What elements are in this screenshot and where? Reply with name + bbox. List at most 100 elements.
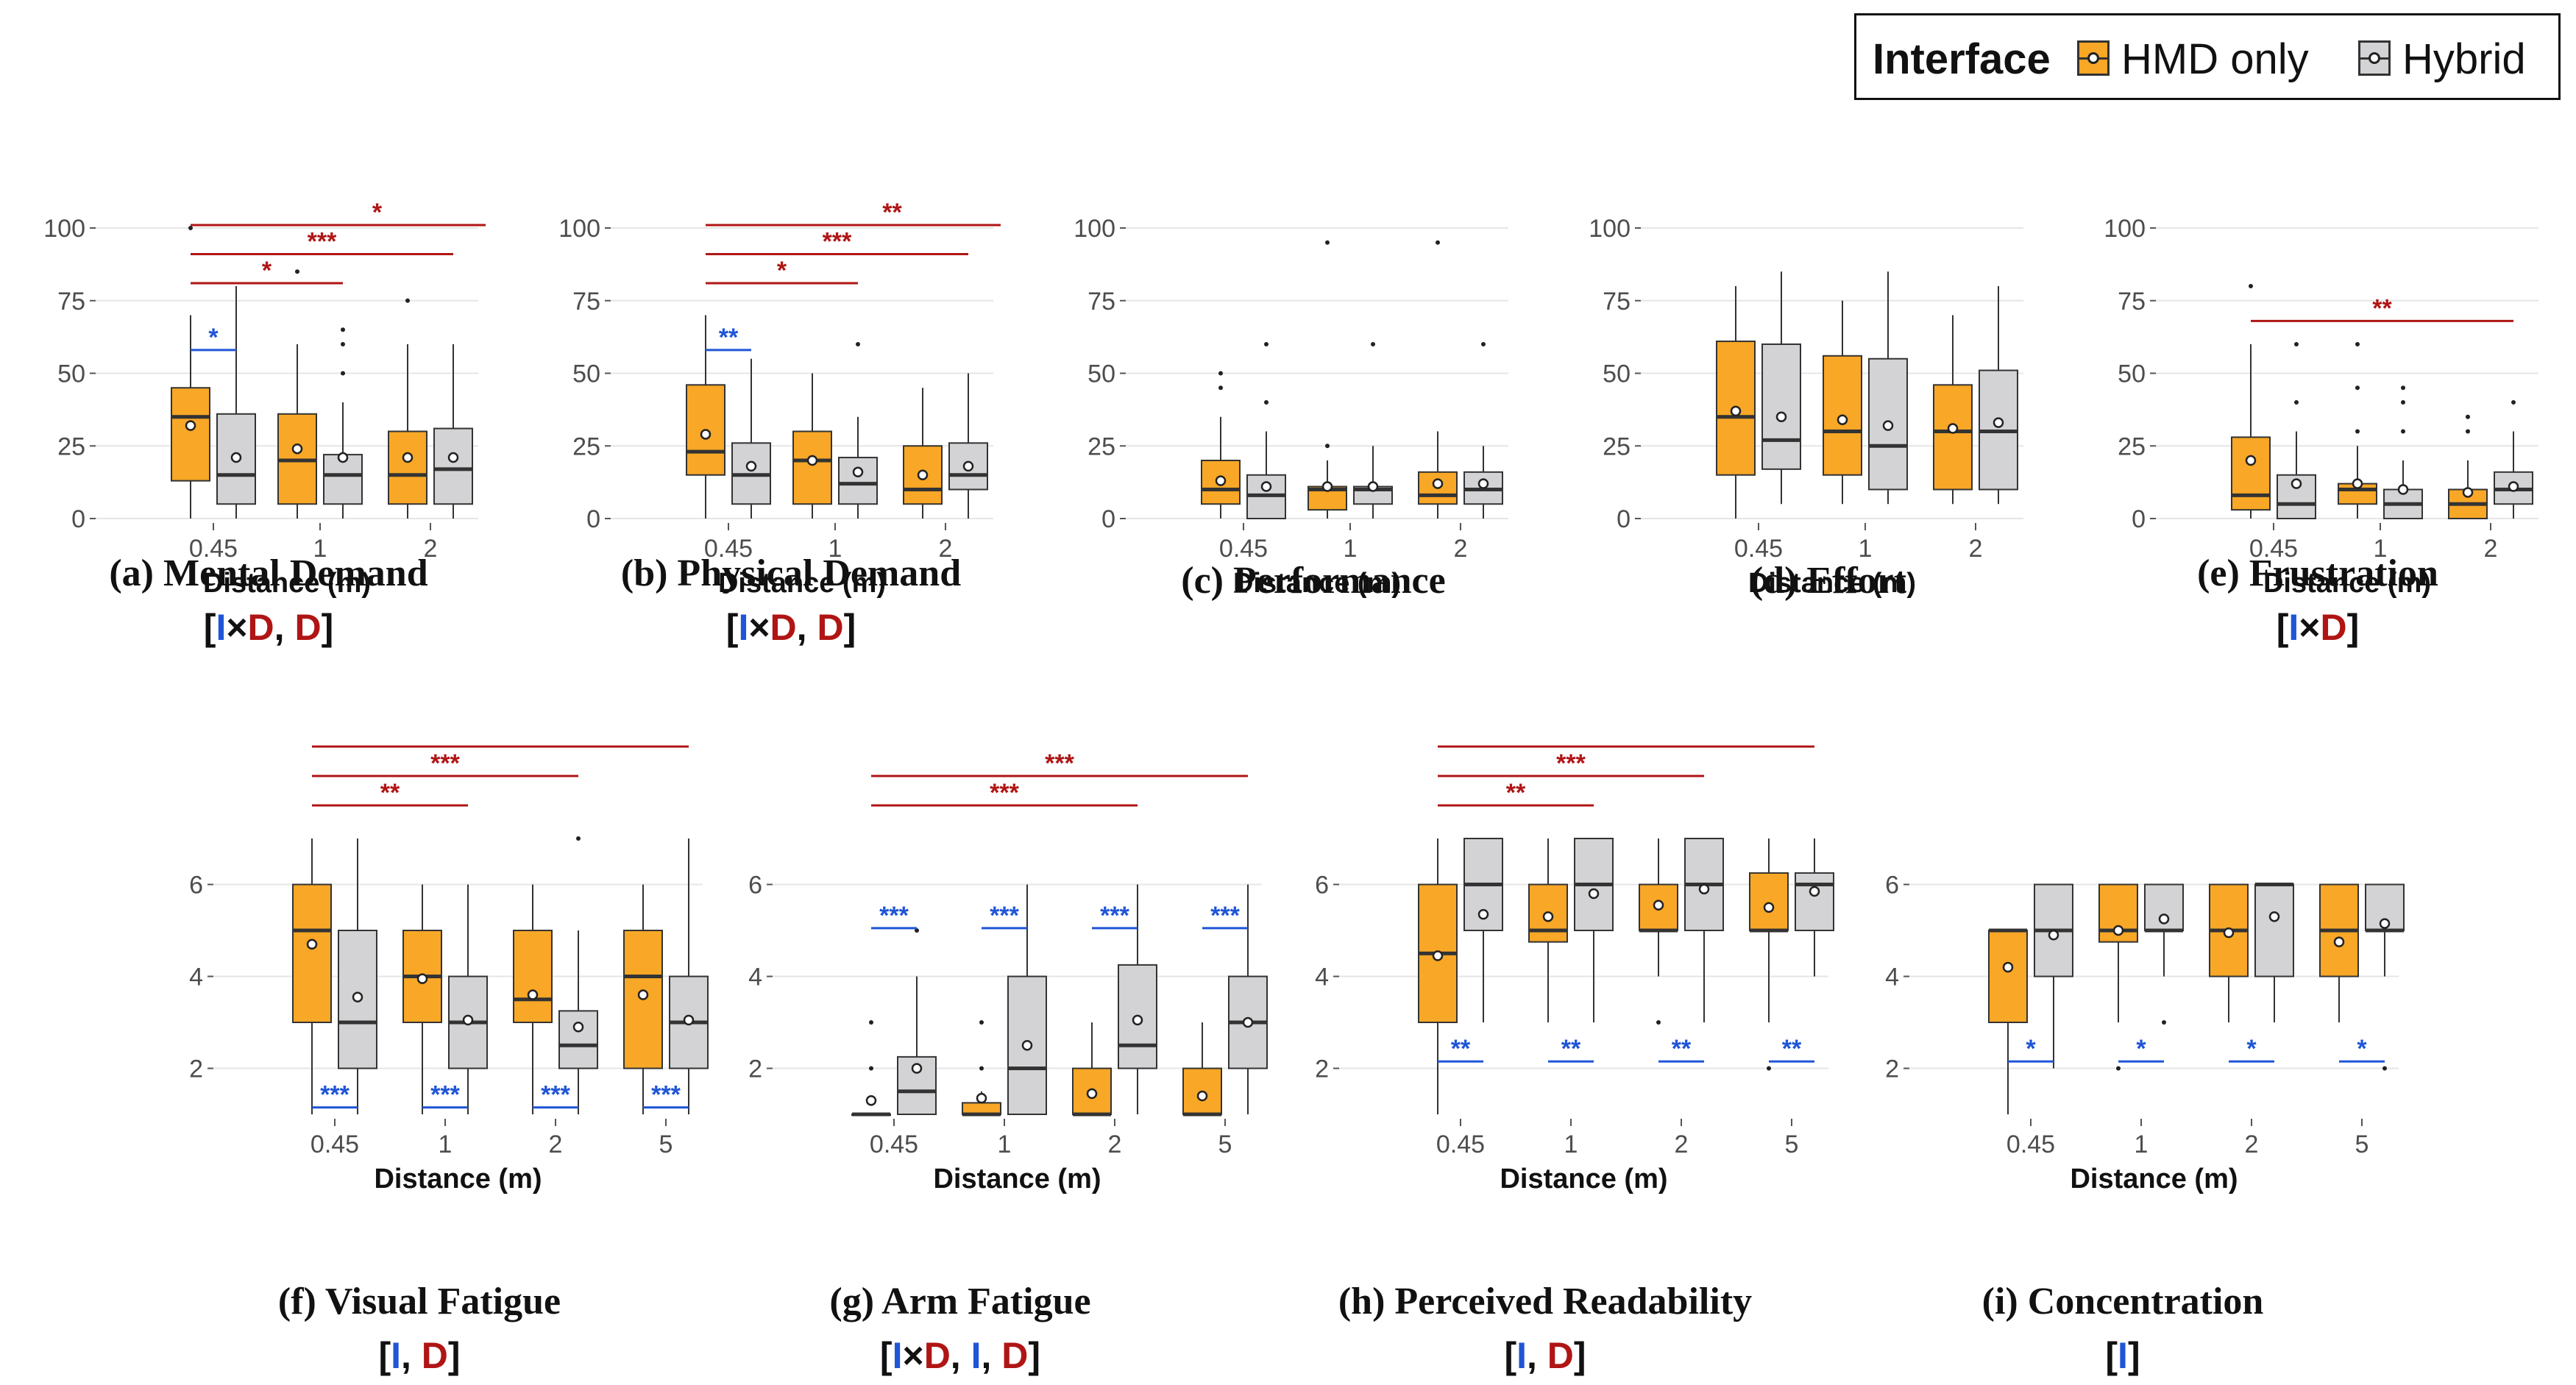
mean-marker [1763, 902, 1775, 913]
y-tick-label: 25 [572, 432, 600, 460]
hmd-box [292, 883, 332, 1023]
interface-sig-label: *** [320, 1081, 350, 1109]
panel-g-chart: 2 4 6 0.45 1 2 5 Distance (m) *** *** *** *** *** *** [748, 750, 1268, 1194]
interface-sig-label: * [2246, 1035, 2257, 1063]
outlier-point [979, 1066, 984, 1071]
effect-token: ] [1028, 1335, 1041, 1376]
distance-sig-label: ** [1506, 779, 1526, 807]
y-tick-label: 2 [1885, 1055, 1899, 1083]
x-tick-label: 0.45 [704, 535, 753, 563]
x-tick-label: 0.45 [1436, 1131, 1485, 1158]
y-tick-label: 50 [1087, 360, 1115, 388]
y-tick-label: 0 [1101, 505, 1115, 533]
mean-marker [2048, 930, 2059, 941]
hybrid-box [2254, 883, 2294, 978]
mean-marker [1215, 475, 1227, 486]
effect-token: I [2288, 607, 2299, 648]
y-tick-label: 50 [572, 360, 600, 388]
outlier-point [1218, 371, 1223, 376]
outlier-point [1767, 1066, 1771, 1071]
mean-marker [402, 452, 414, 463]
effect-token: [ [203, 607, 216, 648]
y-tick-label: 4 [748, 964, 762, 991]
effect-token: D [2320, 607, 2347, 648]
effect-token: ] [2127, 1335, 2140, 1376]
interface-sig-label: * [2026, 1035, 2036, 1063]
y-tick-label: 25 [1087, 432, 1115, 460]
outlier-point [2401, 400, 2405, 405]
legend-title: Interface [1873, 35, 2051, 83]
y-tick-label: 75 [1603, 288, 1631, 316]
panel-d-caption: (d) Effort [1750, 560, 1907, 602]
distance-sig-label: *** [823, 228, 852, 256]
x-tick-label: 1 [1564, 1131, 1578, 1158]
hmd-box [1749, 872, 1789, 931]
mean-marker [291, 443, 303, 455]
mean-marker [2291, 478, 2302, 489]
hybrid-box [323, 454, 363, 505]
hmd-box [2231, 436, 2271, 511]
x-tick-label: 0.45 [1734, 535, 1783, 563]
hmd-box [388, 430, 427, 505]
y-tick-label: 6 [1885, 872, 1899, 900]
outlier-point [869, 1066, 873, 1071]
y-tick-label: 2 [1315, 1055, 1329, 1083]
interface-sig-label: *** [1100, 902, 1129, 930]
outlier-point [341, 327, 345, 332]
x-tick-label: 0.45 [311, 1131, 359, 1158]
effect-token: ] [447, 1335, 461, 1376]
legend-label-hmd: HMD only [2121, 35, 2309, 83]
mean-marker [1432, 478, 1444, 489]
interface-sig-label: *** [430, 1081, 460, 1109]
mean-marker [976, 1092, 987, 1104]
y-tick-label: 50 [1603, 360, 1631, 388]
mean-marker [865, 1095, 877, 1106]
outlier-point [2249, 284, 2253, 288]
hmd-box [171, 387, 210, 482]
distance-sig-label: * [777, 257, 787, 285]
hmd-box [792, 430, 832, 505]
y-tick-label: 100 [1589, 215, 1631, 243]
outlier-point [576, 836, 581, 841]
outlier-point [1218, 385, 1223, 391]
mean-marker [700, 429, 712, 440]
effect-token: × [2299, 607, 2321, 648]
panel-h-effects: [I, D] [1324, 1334, 1766, 1377]
effect-token: ] [2346, 607, 2360, 648]
effect-token: I [892, 1335, 903, 1376]
outlier-point [1436, 240, 1440, 245]
outlier-point [2162, 1020, 2166, 1025]
y-tick-label: 0 [2132, 505, 2146, 533]
x-tick-label: 1 [439, 1131, 453, 1158]
mean-marker [745, 460, 757, 472]
effect-token: D [923, 1335, 951, 1376]
panel-a-effects: [I×D, D] [48, 606, 489, 649]
mean-marker [337, 452, 349, 463]
interface-sig-label: *** [990, 902, 1019, 930]
outlier-point [2401, 429, 2405, 434]
effect-token: ] [321, 607, 334, 648]
mean-marker [2112, 925, 2124, 936]
x-tick-label: 2 [424, 535, 438, 563]
x-tick-label: 2 [1108, 1131, 1122, 1158]
x-tick-label: 1 [2374, 535, 2388, 563]
mean-marker [2397, 484, 2409, 495]
mean-marker [806, 455, 818, 466]
effect-token: [ [378, 1335, 391, 1376]
y-tick-label: 4 [1315, 964, 1329, 991]
effect-token: , [1527, 1335, 1547, 1376]
interface-sig-label: * [208, 324, 219, 352]
interface-sig-label: *** [541, 1081, 570, 1109]
mean-marker [2379, 918, 2391, 929]
x-tick-label: 2 [1675, 1131, 1689, 1158]
panel-b-effects: [I×D, D] [570, 606, 1012, 649]
mean-marker [2245, 455, 2257, 466]
distance-sig-label: *** [430, 750, 460, 777]
mean-marker [1947, 423, 1959, 434]
panel-g-effects: [I×D, I, D] [739, 1334, 1181, 1377]
x-tick-label: 2 [1454, 535, 1468, 563]
x-tick-label: 5 [659, 1131, 673, 1158]
mean-marker [683, 1014, 695, 1026]
outlier-point [979, 1020, 984, 1025]
